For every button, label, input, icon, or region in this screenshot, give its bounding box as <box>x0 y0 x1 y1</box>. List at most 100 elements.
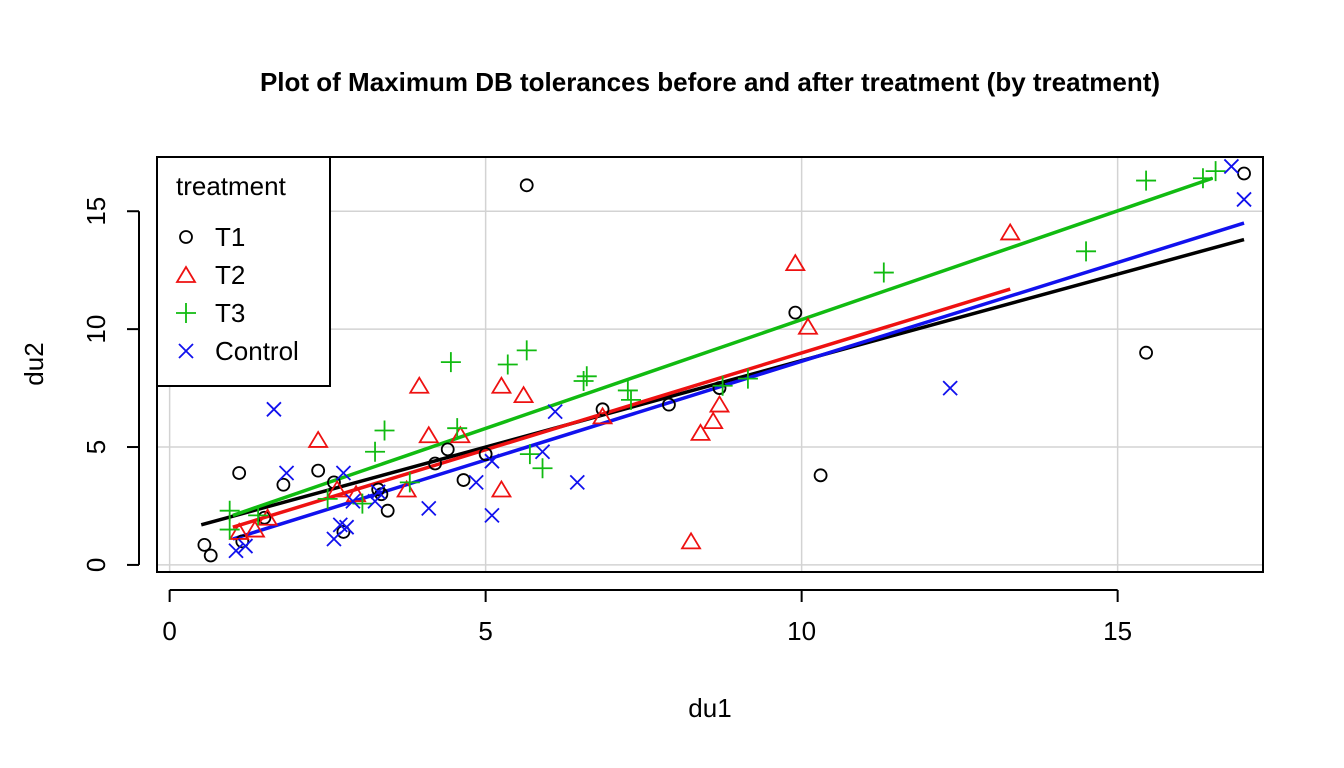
legend-label-t1: T1 <box>215 222 245 252</box>
point-t2 <box>512 385 535 404</box>
legend-marker-t2 <box>175 265 197 283</box>
point-t3 <box>737 368 758 389</box>
x-tick-label: 5 <box>478 616 492 646</box>
point-t3 <box>317 488 338 509</box>
point-t1 <box>662 397 676 412</box>
point-control <box>335 465 352 481</box>
point-control <box>547 404 563 420</box>
y-axis-label: du2 <box>19 342 49 385</box>
point-t2 <box>680 531 702 550</box>
point-t3 <box>712 375 733 396</box>
point-t2 <box>307 430 329 448</box>
point-t3 <box>532 458 553 479</box>
point-t1 <box>1139 345 1153 360</box>
point-control <box>228 543 244 559</box>
point-t1 <box>428 456 442 471</box>
point-t1 <box>276 477 291 492</box>
point-t1 <box>203 548 218 563</box>
point-t1 <box>712 381 727 395</box>
point-t2 <box>490 479 513 498</box>
point-t3 <box>440 352 461 373</box>
point-control <box>1223 158 1240 175</box>
point-t2 <box>257 508 279 526</box>
data-points <box>197 158 1252 563</box>
fit-line-t2 <box>232 287 1011 529</box>
point-t3 <box>219 500 240 521</box>
point-control <box>370 484 386 500</box>
point-t2 <box>408 375 430 394</box>
axes: 0 5 10 15 0 5 10 15 <box>81 197 1132 646</box>
point-t2 <box>418 425 440 444</box>
point-t3 <box>576 366 597 387</box>
point-control <box>278 465 295 481</box>
point-control <box>367 493 383 509</box>
point-t3 <box>399 472 420 493</box>
x-axis-label: du1 <box>688 693 731 723</box>
point-t2 <box>449 425 471 444</box>
point-control <box>484 507 500 524</box>
legend-label-t2: T2 <box>215 260 245 290</box>
point-t2 <box>345 484 367 503</box>
legend-marker-control <box>178 343 194 359</box>
point-t3 <box>519 444 540 465</box>
point-t1 <box>440 442 455 457</box>
point-t1 <box>197 537 212 552</box>
x-tick-label: 15 <box>1103 616 1132 646</box>
point-t2 <box>490 375 513 394</box>
point-control <box>1236 191 1252 208</box>
point-t3 <box>365 441 386 462</box>
point-t3 <box>621 389 641 410</box>
legend: treatment T1 T2 T3 Control <box>156 156 331 387</box>
point-t3 <box>1076 241 1097 262</box>
grid-lines <box>157 157 1263 572</box>
chart-title: Plot of Maximum DB tolerances before and… <box>260 67 1160 97</box>
point-t1 <box>1237 166 1251 181</box>
point-t3 <box>1192 168 1213 189</box>
fit-line-control <box>232 221 1245 541</box>
point-t2 <box>591 406 614 425</box>
point-t1 <box>813 468 828 483</box>
point-t1 <box>478 447 493 462</box>
y-tick-label: 0 <box>81 558 111 572</box>
y-tick-label: 10 <box>81 315 111 344</box>
point-control <box>421 500 437 516</box>
point-t3 <box>447 418 468 439</box>
point-t3 <box>617 380 638 401</box>
point-t2 <box>999 222 1021 241</box>
point-control <box>345 493 361 509</box>
y-tick-label: 15 <box>81 197 111 226</box>
point-control <box>468 474 484 491</box>
point-control <box>326 531 342 547</box>
point-t3 <box>374 420 395 441</box>
point-control <box>569 474 585 491</box>
point-t3 <box>873 262 894 283</box>
x-tick-label: 10 <box>787 616 816 646</box>
point-t2 <box>702 411 724 429</box>
point-t1 <box>235 534 250 549</box>
point-control <box>237 538 254 554</box>
point-t2 <box>244 519 266 538</box>
point-t3 <box>573 371 594 392</box>
x-tick-label: 0 <box>162 616 176 646</box>
point-t1 <box>519 178 534 193</box>
legend-marker-t1 <box>179 230 193 244</box>
point-t1 <box>336 525 351 539</box>
point-control <box>266 401 282 417</box>
point-t1 <box>456 473 471 487</box>
point-control <box>534 444 551 460</box>
point-t3 <box>1205 161 1226 182</box>
point-t3 <box>219 519 240 540</box>
point-t3 <box>516 340 537 361</box>
legend-box <box>156 156 331 387</box>
fit-lines <box>200 176 1245 541</box>
point-control <box>942 380 958 396</box>
point-t3 <box>248 505 269 526</box>
point-t1 <box>232 466 247 480</box>
point-t2 <box>326 479 348 498</box>
y-tick-label: 5 <box>81 440 111 454</box>
point-t2 <box>689 423 712 441</box>
point-t1 <box>380 503 395 518</box>
legend-label-t3: T3 <box>215 298 245 328</box>
fit-line-t3 <box>232 176 1214 518</box>
legend-label-control: Control <box>215 336 299 366</box>
